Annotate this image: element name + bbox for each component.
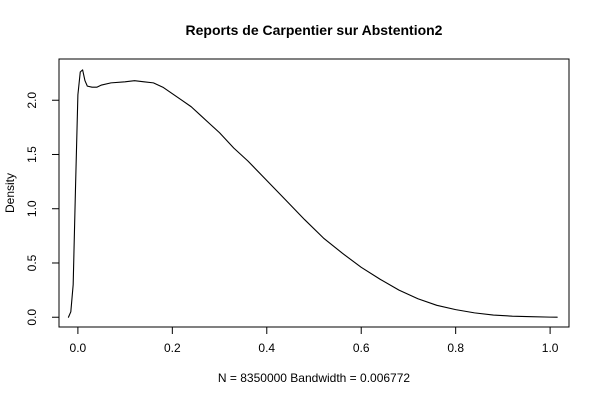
x-tick-label: 0.6 bbox=[353, 341, 370, 355]
y-tick-label: 0.5 bbox=[25, 254, 39, 271]
chart-title: Reports de Carpentier sur Abstention2 bbox=[186, 22, 443, 38]
x-tick-label: 0.8 bbox=[447, 341, 464, 355]
x-axis: 0.0 0.2 0.4 0.6 0.8 1.0 bbox=[70, 326, 559, 355]
y-tick-label: 1.0 bbox=[25, 200, 39, 217]
y-tick-label: 0.0 bbox=[25, 309, 39, 326]
density-line bbox=[67, 69, 558, 318]
y-tick-label: 1.5 bbox=[25, 146, 39, 163]
x-tick-label: 0.4 bbox=[258, 341, 275, 355]
x-tick-label: 0.0 bbox=[70, 341, 87, 355]
y-axis: 0.0 0.5 1.0 1.5 2.0 bbox=[25, 92, 60, 326]
x-axis-label: N = 8350000 Bandwidth = 0.006772 bbox=[218, 371, 410, 385]
y-tick-label: 2.0 bbox=[25, 92, 39, 109]
x-tick-label: 1.0 bbox=[542, 341, 559, 355]
plot-frame bbox=[58, 58, 570, 328]
x-tick-label: 0.2 bbox=[164, 341, 181, 355]
y-axis-label: Density bbox=[3, 173, 17, 213]
